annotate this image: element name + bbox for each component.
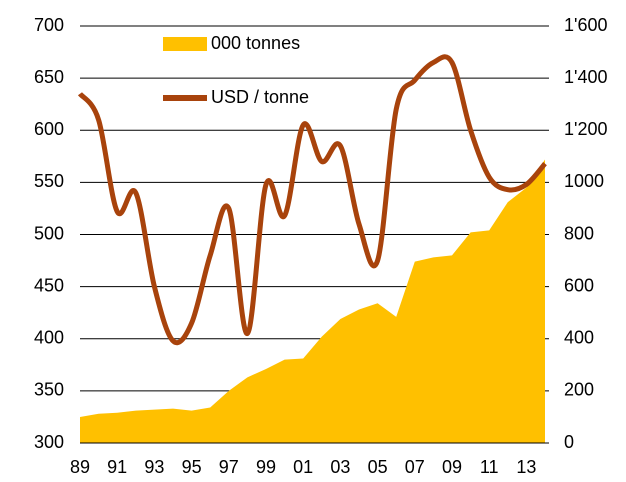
x-tick-label: 11 [480,457,499,477]
y2-tick-label: 1000 [564,171,604,191]
y-tick-label: 700 [34,15,64,35]
x-tick-label: 05 [368,457,388,477]
y2-tick-label: 400 [564,328,594,348]
x-tick-label: 89 [70,457,90,477]
y2-tick-label: 800 [564,223,594,243]
legend-label: USD / tonne [211,87,309,107]
area [80,159,545,443]
y-tick-label: 350 [34,380,64,400]
y-tick-label: 550 [34,171,64,191]
y-tick-label: 650 [34,67,64,87]
y2-tick-label: 1'600 [564,15,607,35]
x-tick-label: 97 [219,457,239,477]
x-tick-label: 99 [256,457,276,477]
x-tick-label: 93 [144,457,164,477]
y2-tick-label: 0 [564,432,574,452]
legend-label: 000 tonnes [211,33,300,53]
line [77,54,547,346]
y-tick-label: 600 [34,119,64,139]
grid [80,25,545,444]
y-tick-label: 500 [34,223,64,243]
y-tick-label: 450 [34,275,64,295]
plot [77,54,547,443]
x-tick-label: 03 [330,457,350,477]
y2-tick-label: 200 [564,380,594,400]
x-tick-label: 01 [293,457,313,477]
y2-tick-label: 600 [564,275,594,295]
y-tick-label: 400 [34,328,64,348]
x-tick-label: 13 [516,457,536,477]
x-tick-label: 07 [405,457,425,477]
x-tick-label: 95 [182,457,202,477]
legend-swatch [163,37,207,51]
y2-tick-label: 1'400 [564,67,607,87]
y2-tick-label: 1'200 [564,119,607,139]
x-tick-label: 09 [442,457,462,477]
x-tick-label: 91 [107,457,127,477]
y-tick-label: 300 [34,432,64,452]
